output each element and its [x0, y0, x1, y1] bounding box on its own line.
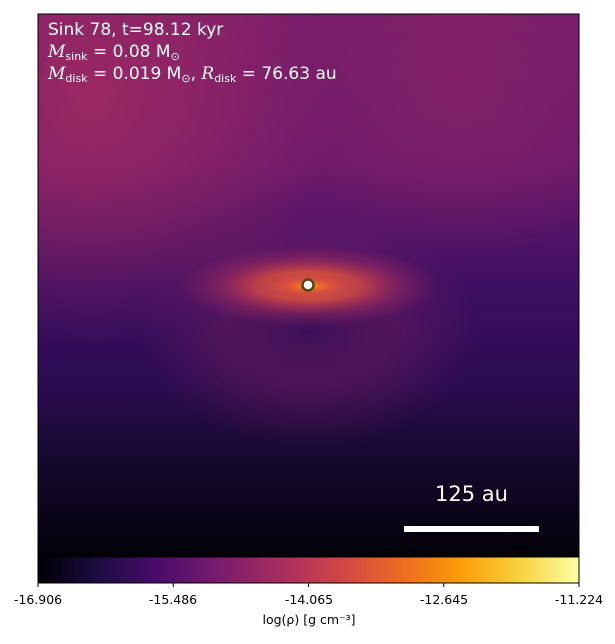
disk-properties-label: Mdisk = 0.019 M⊙, Rdisk = 76.63 au — [48, 64, 337, 85]
r-disk-value: = 76.63 au — [236, 64, 337, 84]
m-sink-symbol: M — [48, 42, 66, 62]
scale-bar-label: 125 au — [435, 482, 508, 506]
sink-time-label: Sink 78, t=98.12 kyr — [48, 20, 224, 40]
r-disk-separator: , — [190, 64, 202, 84]
colorbar-label: log(ρ) [g cm⁻³] — [262, 612, 356, 627]
scale-bar — [404, 526, 539, 532]
r-disk-subscript: disk — [214, 72, 237, 85]
colorbar-tick-label: -15.486 — [148, 592, 198, 607]
sink-mass-label: Msink = 0.08 M⊙ — [48, 42, 180, 63]
m-sink-unit-subscript: ⊙ — [170, 50, 180, 63]
m-disk-subscript: disk — [65, 72, 88, 85]
m-disk-unit-subscript: ⊙ — [181, 72, 191, 85]
m-disk-value: = 0.019 M — [87, 64, 182, 84]
colorbar-tick-label: -12.645 — [419, 592, 469, 607]
m-sink-subscript: sink — [65, 50, 88, 63]
colorbar — [38, 557, 579, 583]
r-disk-symbol: R — [201, 64, 215, 84]
colorbar-tick-label: -16.906 — [13, 592, 63, 607]
colorbar-ticks — [37, 583, 580, 587]
m-sink-value: = 0.08 M — [87, 42, 171, 62]
colorbar-tick-label: -14.065 — [284, 592, 334, 607]
m-disk-symbol: M — [48, 64, 66, 84]
sink-marker — [301, 278, 315, 292]
colorbar-tick-label: -11.224 — [554, 592, 604, 607]
